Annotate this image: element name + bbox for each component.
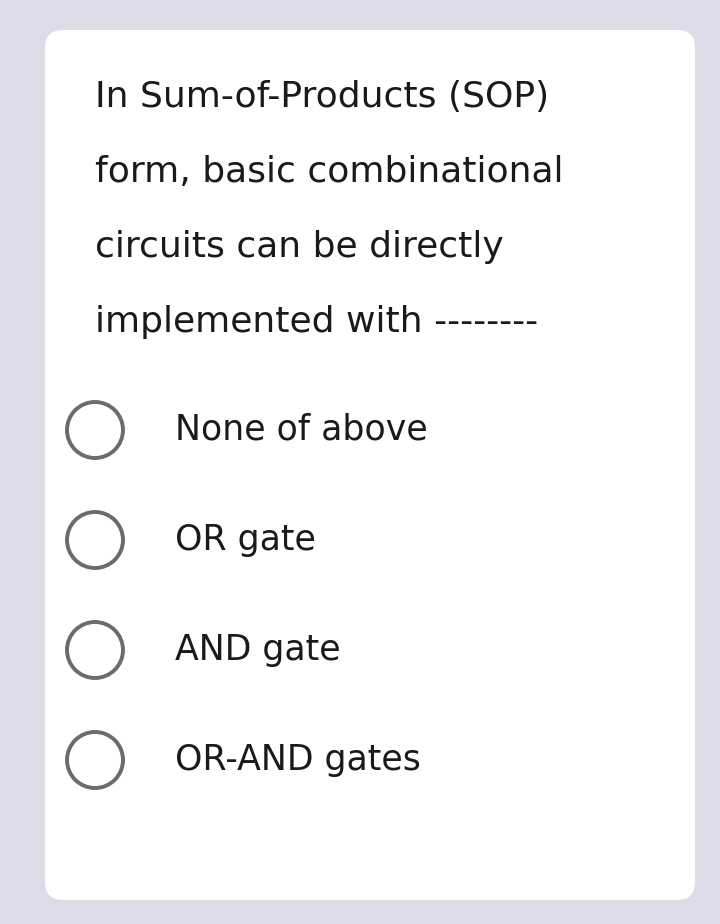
Text: In Sum-of-Products (SOP): In Sum-of-Products (SOP) (95, 80, 549, 114)
Circle shape (67, 512, 123, 568)
Circle shape (67, 622, 123, 678)
Circle shape (67, 402, 123, 458)
FancyBboxPatch shape (45, 30, 695, 900)
Text: form, basic combinational: form, basic combinational (95, 155, 564, 189)
Text: implemented with --------: implemented with -------- (95, 305, 538, 339)
Text: OR gate: OR gate (175, 523, 316, 557)
Text: OR-AND gates: OR-AND gates (175, 743, 421, 777)
Text: AND gate: AND gate (175, 633, 341, 667)
Text: None of above: None of above (175, 413, 428, 447)
Circle shape (67, 732, 123, 788)
Text: circuits can be directly: circuits can be directly (95, 230, 504, 264)
